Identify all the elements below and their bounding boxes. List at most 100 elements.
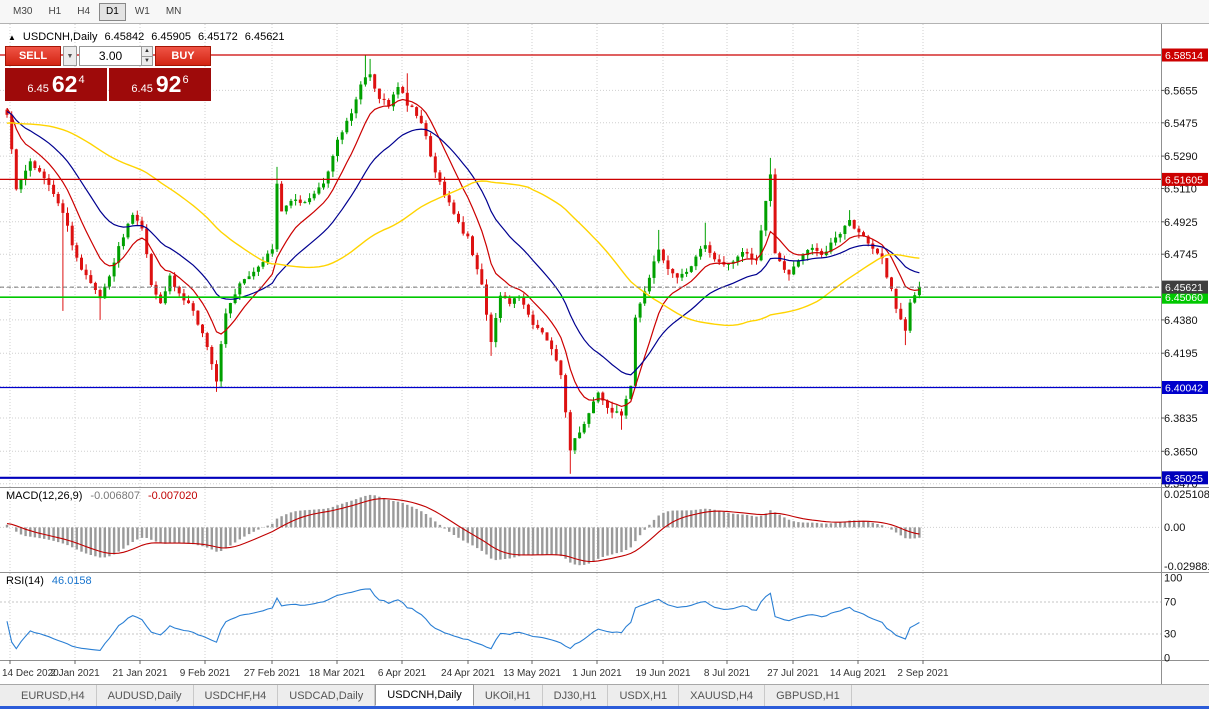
tab-usdx-h1[interactable]: USDX,H1 <box>608 685 680 706</box>
tab-gbpusd-h1[interactable]: GBPUSD,H1 <box>765 685 852 706</box>
one-click-top-row: SELL ▼ 3.00 ▲ ▼ BUY <box>5 46 211 66</box>
lot-step-up-icon[interactable]: ▲ <box>142 47 152 57</box>
svg-text:6.5655: 6.5655 <box>1164 85 1198 97</box>
candlesticks <box>5 55 921 474</box>
timeframe-button-d1[interactable]: D1 <box>99 2 126 21</box>
chart-ohlc-title: ▲ USDCNH,Daily 6.45842 6.45905 6.45172 6… <box>8 31 285 43</box>
svg-text:6.4745: 6.4745 <box>1164 249 1198 261</box>
buy-price-point: 6 <box>182 73 189 86</box>
one-click-price-row: 6.45 62 4 6.45 92 6 <box>5 68 211 101</box>
sell-button[interactable]: SELL <box>5 46 61 66</box>
ohlc-open: 6.45842 <box>104 31 145 43</box>
svg-text:14 Aug 2021: 14 Aug 2021 <box>830 668 887 679</box>
svg-text:6.40042: 6.40042 <box>1165 383 1203 395</box>
rsi-value: 46.0158 <box>51 575 92 587</box>
svg-text:8 Jul 2021: 8 Jul 2021 <box>704 668 751 679</box>
svg-text:27 Jul 2021: 27 Jul 2021 <box>767 668 819 679</box>
sell-price-prefix: 6.45 <box>27 82 49 95</box>
svg-text:6.45060: 6.45060 <box>1165 292 1203 304</box>
macd-main-value: -0.006807 <box>90 490 140 502</box>
tab-ukoil-h1[interactable]: UKOil,H1 <box>474 685 543 706</box>
svg-text:0.025108: 0.025108 <box>1164 489 1209 501</box>
tab-usdcnh-daily[interactable]: USDCNH,Daily <box>375 684 474 706</box>
moving-averages <box>6 98 920 408</box>
rsi-indicator-label: RSI(14) 46.0158 <box>6 575 92 587</box>
svg-text:24 Apr 2021: 24 Apr 2021 <box>441 668 495 679</box>
sell-price-pips: 62 <box>51 71 78 97</box>
ma-line-25 <box>6 110 920 376</box>
rsi-panel <box>0 588 1161 651</box>
svg-text:1 Jun 2021: 1 Jun 2021 <box>572 668 622 679</box>
svg-text:-0.029881: -0.029881 <box>1164 561 1209 573</box>
svg-text:6.5475: 6.5475 <box>1164 118 1198 130</box>
chart-region: 6.5655 6.5475 6.5290 6.5110 6.4925 6.4745 6.43… <box>0 24 1209 684</box>
macd-name: MACD(12,26,9) <box>6 490 83 502</box>
svg-text:14 Dec 2020: 14 Dec 2020 <box>2 668 59 679</box>
rsi-line <box>6 588 920 651</box>
svg-text:6.4195: 6.4195 <box>1164 348 1198 360</box>
svg-text:6.4380: 6.4380 <box>1164 315 1198 327</box>
svg-text:27 Feb 2021: 27 Feb 2021 <box>244 668 301 679</box>
horizontal-level-lines[interactable] <box>0 54 1161 479</box>
buy-button[interactable]: BUY <box>155 46 211 66</box>
timeframe-toolbar: M30 H1 H4 D1 W1 MN <box>0 0 1209 24</box>
ohlc-low: 6.45172 <box>198 31 238 43</box>
buy-price-prefix: 6.45 <box>131 82 153 95</box>
svg-text:6.58514: 6.58514 <box>1165 50 1203 62</box>
svg-text:6.35025: 6.35025 <box>1165 473 1203 485</box>
window-bottom-strip <box>0 706 1209 709</box>
macd-signal-value: -0.007020 <box>147 490 198 502</box>
tab-eurusd-h4[interactable]: EURUSD,H4 <box>10 685 97 706</box>
lot-stepper: ▲ ▼ <box>141 47 152 65</box>
rsi-name: RSI(14) <box>6 575 44 587</box>
svg-text:100: 100 <box>1164 573 1182 585</box>
tab-usdchf-h4[interactable]: USDCHF,H4 <box>194 685 279 706</box>
macd-indicator-label: MACD(12,26,9) -0.006807 -0.007020 <box>6 490 198 502</box>
svg-text:2 Sep 2021: 2 Sep 2021 <box>897 668 949 679</box>
timeframe-button-w1[interactable]: W1 <box>134 5 150 17</box>
lot-step-down-icon[interactable]: ▼ <box>142 56 152 65</box>
svg-text:6.3650: 6.3650 <box>1164 446 1198 458</box>
panel-separators[interactable] <box>0 24 1209 684</box>
chart-grid <box>0 24 1161 660</box>
svg-text:0: 0 <box>1164 653 1170 665</box>
timeframe-button-h1[interactable]: H1 <box>48 5 62 17</box>
lot-size-value[interactable]: 3.00 <box>98 49 123 63</box>
buy-price-pips: 92 <box>155 71 182 97</box>
svg-text:21 Jan 2021: 21 Jan 2021 <box>112 668 167 679</box>
ohlc-close: 6.45621 <box>244 31 285 43</box>
chart-symbol-label: USDCNH,Daily <box>22 31 98 43</box>
ma-line-10 <box>6 98 920 408</box>
timeframe-button-m30[interactable]: M30 <box>13 5 33 17</box>
price-axis[interactable]: 6.5655 6.5475 6.5290 6.5110 6.4925 6.4745 6.43… <box>1161 48 1209 665</box>
symbol-tabbar: EURUSD,H4 AUDUSD,Daily USDCHF,H4 USDCAD,Dai… <box>0 684 1209 706</box>
buy-price-display[interactable]: 6.45 92 6 <box>109 68 211 101</box>
tab-audusd-daily[interactable]: AUDUSD,Daily <box>97 685 194 706</box>
svg-text:6.45621: 6.45621 <box>1165 282 1203 294</box>
ma-line-55 <box>6 122 920 327</box>
lot-dropdown-icon[interactable]: ▼ <box>63 46 77 66</box>
svg-text:6 Apr 2021: 6 Apr 2021 <box>378 668 427 679</box>
svg-text:6.4925: 6.4925 <box>1164 217 1198 229</box>
svg-text:6.3835: 6.3835 <box>1164 413 1198 425</box>
svg-text:18 Mar 2021: 18 Mar 2021 <box>309 668 366 679</box>
svg-text:9 Feb 2021: 9 Feb 2021 <box>180 668 231 679</box>
macd-signal-line <box>6 498 920 563</box>
one-click-trading-panel: SELL ▼ 3.00 ▲ ▼ BUY 6.45 62 4 <box>5 46 211 101</box>
timeframe-button-mn[interactable]: MN <box>165 5 182 17</box>
ohlc-marker-icon: ▲ <box>8 32 16 42</box>
svg-text:13 May 2021: 13 May 2021 <box>503 668 561 679</box>
svg-text:70: 70 <box>1164 597 1176 609</box>
svg-text:2 Jan 2021: 2 Jan 2021 <box>50 668 100 679</box>
svg-text:6.5110: 6.5110 <box>1164 184 1197 196</box>
tab-usdcad-daily[interactable]: USDCAD,Daily <box>278 685 376 706</box>
tab-xauusd-h4[interactable]: XAUUSD,H4 <box>679 685 766 706</box>
price-chart[interactable]: 6.5655 6.5475 6.5290 6.5110 6.4925 6.4745 6.43… <box>0 24 1209 684</box>
timeframe-button-h4[interactable]: H4 <box>77 5 91 17</box>
sell-price-point: 4 <box>78 73 85 86</box>
tab-dj30-h1[interactable]: DJ30,H1 <box>543 685 609 706</box>
sell-price-display[interactable]: 6.45 62 4 <box>5 68 107 101</box>
macd-panel <box>0 494 1161 566</box>
